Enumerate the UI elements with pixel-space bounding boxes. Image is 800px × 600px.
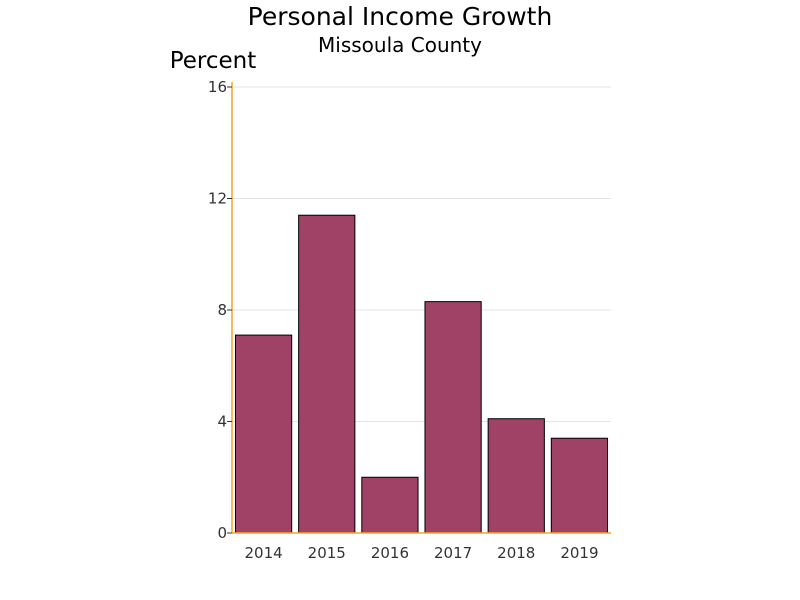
bar-2014: [234, 334, 293, 534]
y-tick-label: 12: [208, 190, 227, 208]
x-tick-label: 2017: [434, 544, 472, 562]
y-tick-label: 0: [217, 524, 227, 542]
x-tick-label: 2019: [560, 544, 598, 562]
x-tick-label: 2016: [371, 544, 409, 562]
gridlines: [232, 86, 611, 422]
bar-2016: [361, 476, 419, 534]
y-tick-labels: 0 4 8 12 16: [208, 78, 232, 542]
bars: [234, 214, 609, 534]
x-tick-label: 2018: [497, 544, 535, 562]
y-tick-label: 4: [217, 413, 227, 431]
bar-2019: [550, 437, 609, 534]
x-tick-label: 2015: [308, 544, 346, 562]
chart-title: Personal Income Growth: [248, 2, 553, 31]
chart-subtitle: Missoula County: [318, 33, 482, 57]
y-tick-label: 16: [208, 78, 227, 96]
x-tick-label: 2014: [244, 544, 282, 562]
bar-2015: [298, 214, 356, 534]
y-axis-label: Percent: [170, 48, 257, 74]
y-tick-label: 8: [217, 301, 227, 319]
axes: [231, 82, 611, 534]
x-tick-labels: 2014 2015 2016 2017 2018 2019: [244, 544, 598, 562]
bar-2017: [424, 301, 482, 534]
bar-2018: [487, 418, 545, 534]
